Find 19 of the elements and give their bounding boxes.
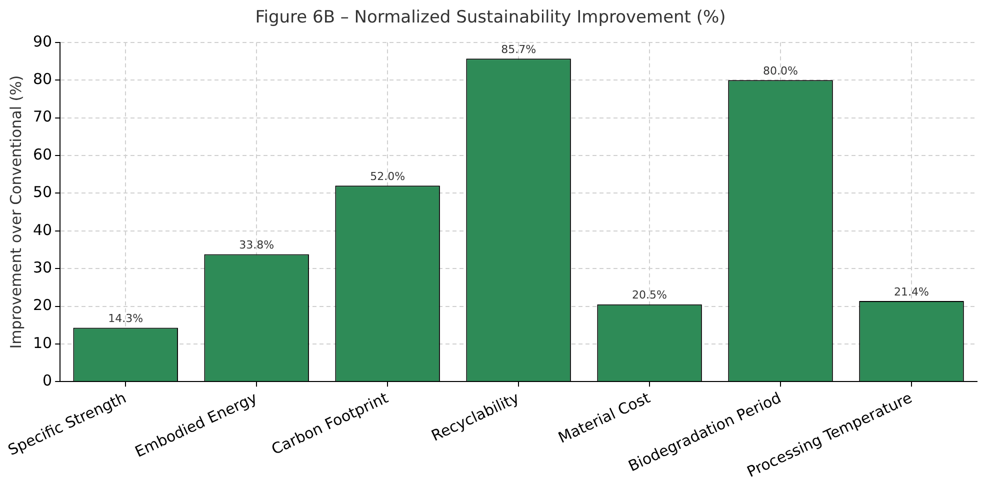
y-tick-label: 20 [32, 296, 52, 314]
y-tick-label: 10 [32, 334, 52, 352]
chart-title: Figure 6B – Normalized Sustainability Improvement (%) [255, 8, 726, 28]
y-tick-label: 50 [32, 183, 52, 202]
y-tick-label: 0 [42, 372, 52, 390]
y-tick-label: 30 [32, 258, 52, 276]
data-label: 14.3% [108, 312, 144, 326]
y-tick-label: 90 [32, 32, 52, 50]
y-tick-label: 70 [32, 108, 52, 126]
y-tick-label: 60 [32, 145, 52, 164]
data-label: 20.5% [632, 288, 668, 302]
data-label: 80.0% [763, 64, 798, 78]
data-label: 33.8% [239, 238, 274, 252]
data-label: 52.0% [370, 170, 406, 184]
y-axis-title: Improvement over Conventional (%) [6, 75, 25, 349]
y-tick-label: 80 [32, 70, 52, 88]
data-label: 21.4% [894, 285, 929, 298]
data-label: 85.7% [501, 42, 536, 56]
y-tick-label: 40 [32, 220, 52, 239]
